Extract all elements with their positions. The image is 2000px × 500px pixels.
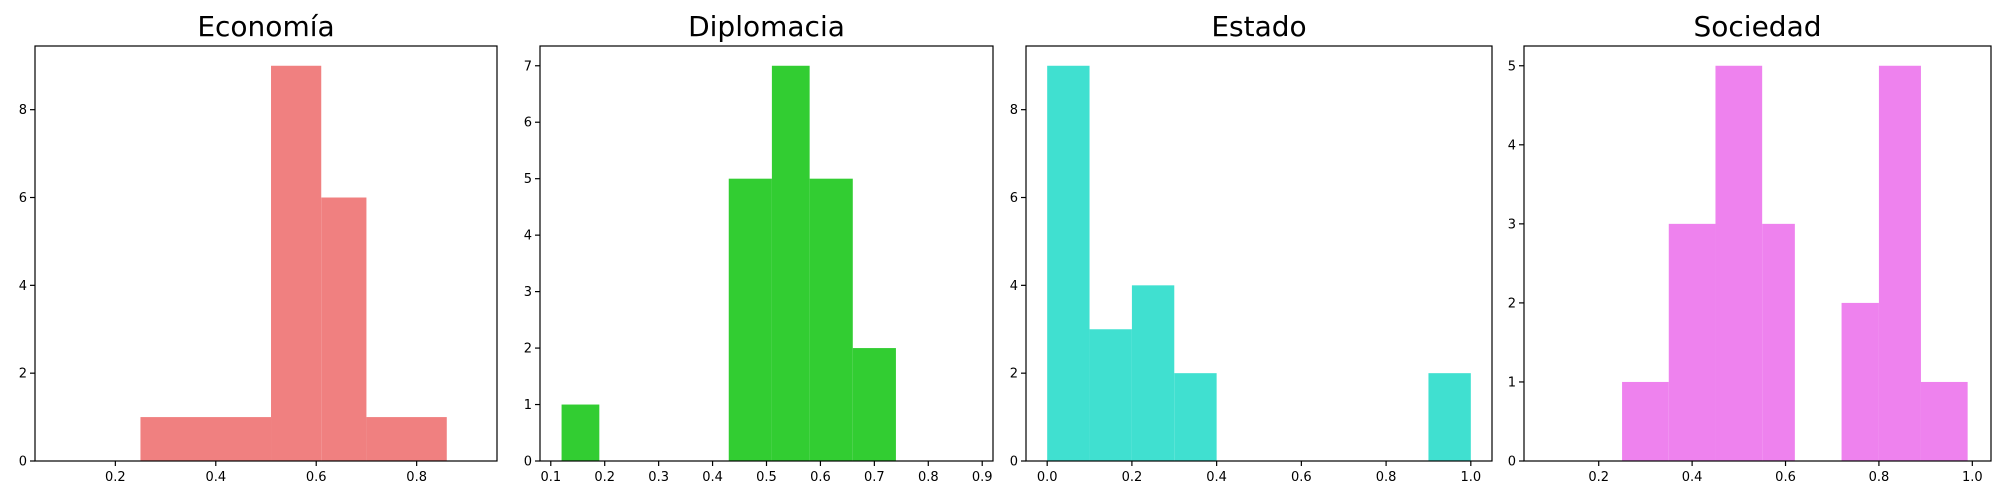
estado-histogram-panel: Estado 0.0 0.2 0.4 0.6 0.8 1.0 0 2 4 6 8 (1010, 10, 1493, 485)
diplomacia-xtick-label-0: 0.1 (540, 470, 561, 485)
estado-ytick-label-2: 4 (1010, 279, 1018, 294)
sociedad-ytick-label-5: 5 (1508, 59, 1516, 74)
economia-axes-frame (34, 45, 498, 462)
sociedad-ytick-label-3: 3 (1508, 217, 1516, 232)
diplomacia-ytick-label-1: 1 (524, 398, 532, 413)
sociedad-xtick-label-1: 0.4 (1682, 470, 1703, 485)
estado-ytick-label-3: 6 (1010, 191, 1018, 206)
diplomacia-bar-4 (852, 348, 896, 461)
estado-xtick-label-5: 1.0 (1460, 470, 1481, 485)
sociedad-bar-1 (1668, 223, 1716, 461)
sociedad-histogram-panel: Sociedad 0.2 0.4 0.6 0.8 1.0 0 1 2 3 4 5 (1508, 10, 1992, 485)
diplomacia-ytick-label-3: 3 (524, 285, 532, 300)
diplomacia-xtick-label-2: 0.3 (648, 470, 669, 485)
estado-ytick-label-4: 8 (1010, 103, 1018, 118)
diplomacia-ytick-label-7: 7 (524, 59, 532, 74)
estado-bar-4 (1428, 373, 1471, 461)
estado-xtick-label-4: 0.8 (1376, 470, 1397, 485)
economia-ytick-label-2: 4 (19, 279, 27, 294)
estado-ytick-label-1: 2 (1010, 367, 1018, 382)
estado-bar-1 (1089, 329, 1132, 461)
sociedad-ytick-label-0: 0 (1508, 455, 1516, 470)
estado-xtick-label-0: 0.0 (1037, 470, 1058, 485)
economia-xtick-label-2: 0.6 (306, 470, 327, 485)
sociedad-bar-4 (1841, 302, 1879, 461)
sociedad-bar-6 (1920, 381, 1968, 461)
economia-xtick-label-3: 0.8 (406, 470, 427, 485)
economia-histogram-panel: Economía 0.2 0.4 0.6 0.8 0 2 4 6 8 (19, 10, 498, 485)
economia-bar-0 (140, 417, 272, 461)
estado-xtick-label-3: 0.6 (1291, 470, 1312, 485)
diplomacia-title: Diplomacia (688, 10, 845, 43)
diplomacia-xtick-label-8: 0.9 (972, 470, 993, 485)
diplomacia-bar-3 (809, 178, 853, 461)
estado-ytick-label-0: 0 (1010, 455, 1018, 470)
diplomacia-ytick-label-6: 6 (524, 116, 532, 131)
diplomacia-bar-1 (728, 178, 772, 461)
sociedad-ytick-label-4: 4 (1508, 138, 1516, 153)
diplomacia-ytick-label-4: 4 (524, 229, 532, 244)
sociedad-title: Sociedad (1693, 10, 1821, 43)
economia-bar-1 (271, 65, 322, 461)
estado-title: Estado (1211, 10, 1306, 43)
economia-bar-3 (366, 417, 447, 461)
sociedad-bar-3 (1762, 223, 1795, 461)
economia-title: Economía (197, 10, 334, 43)
sociedad-bar-0 (1622, 381, 1669, 461)
diplomacia-ytick-label-2: 2 (524, 342, 532, 357)
economia-ytick-label-0: 0 (19, 455, 27, 470)
sociedad-xtick-label-0: 0.2 (1588, 470, 1609, 485)
diplomacia-ytick-label-0: 0 (524, 455, 532, 470)
diplomacia-xtick-label-1: 0.2 (594, 470, 615, 485)
economia-xtick-label-1: 0.4 (205, 470, 226, 485)
diplomacia-bar-0 (561, 404, 600, 461)
sociedad-bar-2 (1715, 65, 1763, 461)
diplomacia-xtick-label-3: 0.4 (702, 470, 723, 485)
sociedad-xtick-label-3: 0.8 (1869, 470, 1890, 485)
diplomacia-xtick-label-4: 0.5 (756, 470, 777, 485)
diplomacia-histogram-panel: Diplomacia 0.1 0.2 0.3 0.4 0.5 0.6 0.7 0.8 0.9 0 1… (524, 10, 994, 485)
estado-xtick-label-2: 0.4 (1206, 470, 1227, 485)
sociedad-ytick-label-1: 1 (1508, 375, 1516, 390)
sociedad-xtick-label-4: 1.0 (1962, 470, 1983, 485)
estado-bar-3 (1174, 373, 1217, 461)
estado-bar-2 (1131, 285, 1175, 461)
sociedad-xtick-label-2: 0.6 (1775, 470, 1796, 485)
economia-ytick-label-3: 6 (19, 191, 27, 206)
estado-bar-0 (1047, 65, 1090, 461)
diplomacia-xtick-label-6: 0.7 (864, 470, 885, 485)
estado-xtick-label-1: 0.2 (1122, 470, 1143, 485)
estado-axes-frame (1025, 45, 1493, 462)
economia-xtick-label-0: 0.2 (105, 470, 126, 485)
sociedad-bar-5 (1878, 65, 1921, 461)
economia-ytick-label-1: 2 (19, 367, 27, 382)
sociedad-ytick-label-2: 2 (1508, 296, 1516, 311)
economia-ytick-label-4: 8 (19, 103, 27, 118)
sociedad-axes-frame (1523, 45, 1992, 462)
diplomacia-xtick-label-5: 0.6 (810, 470, 831, 485)
diplomacia-bar-2 (771, 65, 810, 461)
diplomacia-xtick-label-7: 0.8 (918, 470, 939, 485)
economia-bar-2 (321, 197, 367, 461)
diplomacia-ytick-label-5: 5 (524, 172, 532, 187)
